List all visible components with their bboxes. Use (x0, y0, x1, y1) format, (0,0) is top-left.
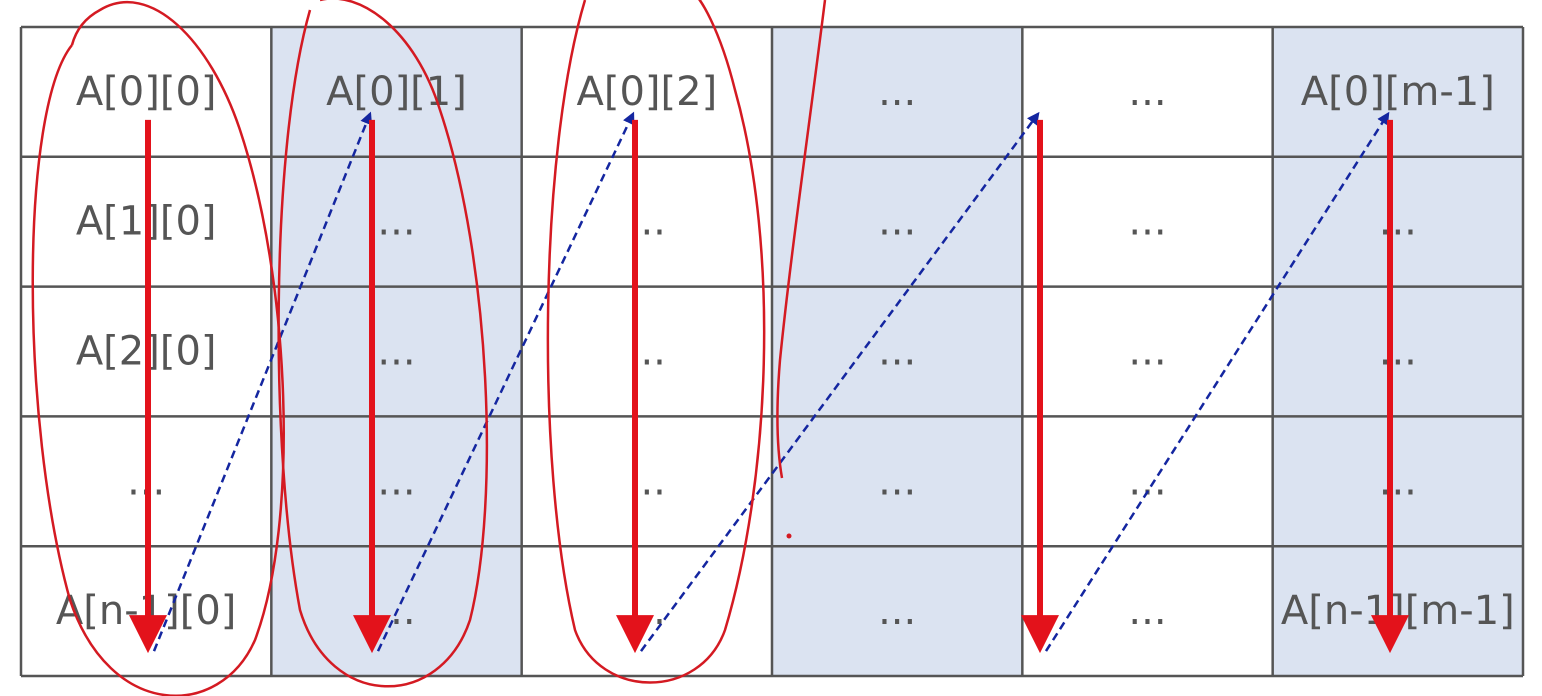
annotation-oval-col-2 (546, 0, 766, 684)
cell-label-r1-c1: ... (377, 199, 415, 245)
handwritten-annotations (31, 0, 827, 696)
jump-arrows (152, 111, 1390, 652)
annotation-stroke (776, 0, 827, 479)
shaded-column-3 (772, 27, 1023, 676)
shaded-column-5 (1272, 27, 1523, 676)
jump-arrow-4-to-5 (1044, 111, 1390, 652)
cell-label-r0-c4: ... (1128, 69, 1166, 115)
annotation-dot (786, 533, 792, 539)
cell-label-r4-c4: ... (1128, 588, 1166, 634)
jump-arrow-1-to-2 (376, 111, 635, 652)
cell-label-r1-c4: ... (1128, 199, 1166, 245)
jump-arrow-2-to-4 (639, 111, 1040, 652)
cell-label-r3-c4: ... (1128, 458, 1166, 504)
column-arrow-head-5 (1371, 615, 1409, 654)
cell-label-r0-c2: A[0][2] (576, 69, 717, 115)
jump-arrow-0-to-1 (152, 111, 373, 652)
cell-label-r3-c1: ... (377, 458, 415, 504)
cell-labels: A[0][0]A[0][1]A[0][2]......A[0][m-1]A[1]… (56, 69, 1515, 634)
column-arrow-head-0 (129, 615, 167, 654)
cell-label-r4-c3: ... (878, 588, 916, 634)
cell-label-r1-c3: ... (878, 199, 916, 245)
cell-label-r2-c1: ... (377, 329, 415, 375)
cell-label-r2-c3: ... (878, 329, 916, 375)
column-arrows (129, 119, 1409, 654)
cell-label-r2-c5: ... (1379, 329, 1417, 375)
annotation-oval-col-1 (277, 0, 489, 688)
column-arrow-head-1 (353, 615, 391, 654)
cell-label-r3-c5: ... (1379, 458, 1417, 504)
cell-label-r1-c5: ... (1379, 199, 1417, 245)
cell-label-r0-c1: A[0][1] (326, 69, 467, 115)
cell-label-r0-c0: A[0][0] (76, 69, 217, 115)
annotation-oval-col-0 (31, 0, 285, 696)
column-arrow-head-2 (616, 615, 654, 654)
cell-label-r2-c4: ... (1128, 329, 1166, 375)
cell-label-r3-c3: ... (878, 458, 916, 504)
cell-label-r0-c5: A[0][m-1] (1301, 69, 1495, 115)
column-arrow-head-4 (1021, 615, 1059, 654)
cell-label-r0-c3: ... (878, 69, 916, 115)
grid-lines (19, 25, 1525, 678)
shaded-columns (271, 27, 1523, 676)
